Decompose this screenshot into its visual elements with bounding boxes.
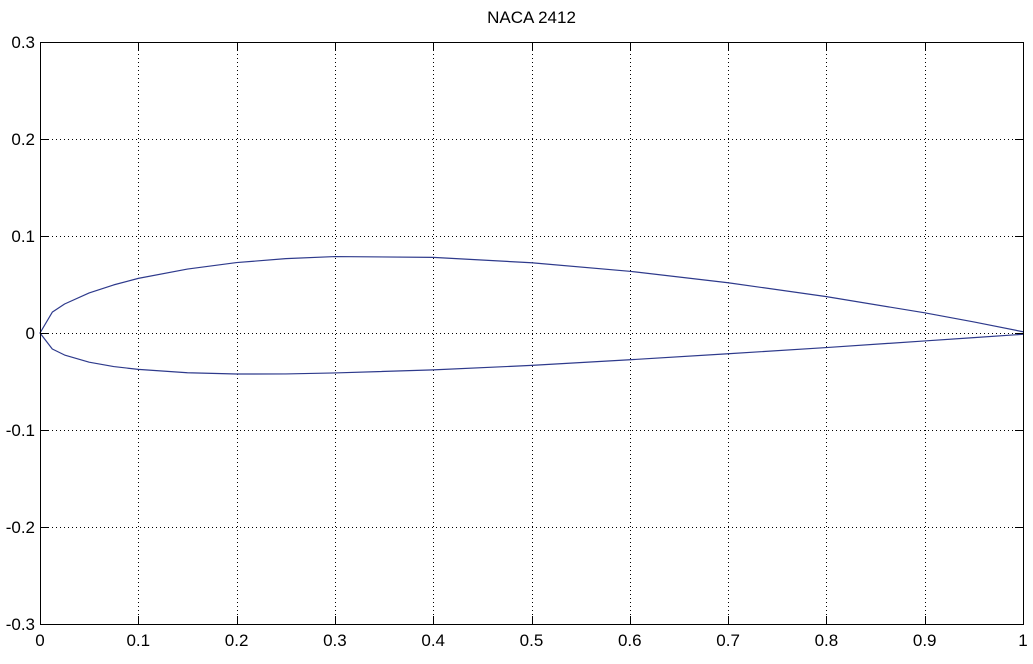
x-tick-label: 0.3 (323, 631, 347, 650)
y-tick-label: -0.2 (6, 518, 35, 537)
y-tick-labels: -0.3 -0.2 -0.1 0 0.1 0.2 0.3 (6, 33, 35, 634)
x-tick-label: 0.8 (815, 631, 839, 650)
tick-marks (40, 42, 1024, 625)
x-tick-label: 0.6 (618, 631, 642, 650)
x-tick-label: 0.5 (520, 631, 544, 650)
x-tick-label: 0.2 (225, 631, 249, 650)
y-tick-label: -0.3 (6, 615, 35, 634)
y-tick-label: 0.3 (11, 33, 35, 52)
y-tick-label: 0.1 (11, 227, 35, 246)
x-tick-label: 0 (35, 631, 44, 650)
y-tick-label: 0.2 (11, 130, 35, 149)
x-tick-label: 0.1 (126, 631, 150, 650)
x-tick-label: 1 (1018, 631, 1027, 650)
x-tick-labels: 0 0.1 0.2 0.3 0.4 0.5 0.6 0.7 0.8 0.9 1 (35, 631, 1027, 650)
y-tick-label: -0.1 (6, 421, 35, 440)
x-tick-label: 0.4 (421, 631, 445, 650)
y-tick-label: 0 (26, 324, 35, 343)
x-tick-label: 0.9 (913, 631, 937, 650)
x-tick-label: 0.7 (716, 631, 740, 650)
chart-title: NACA 2412 (487, 8, 576, 27)
gridlines (40, 42, 1023, 624)
